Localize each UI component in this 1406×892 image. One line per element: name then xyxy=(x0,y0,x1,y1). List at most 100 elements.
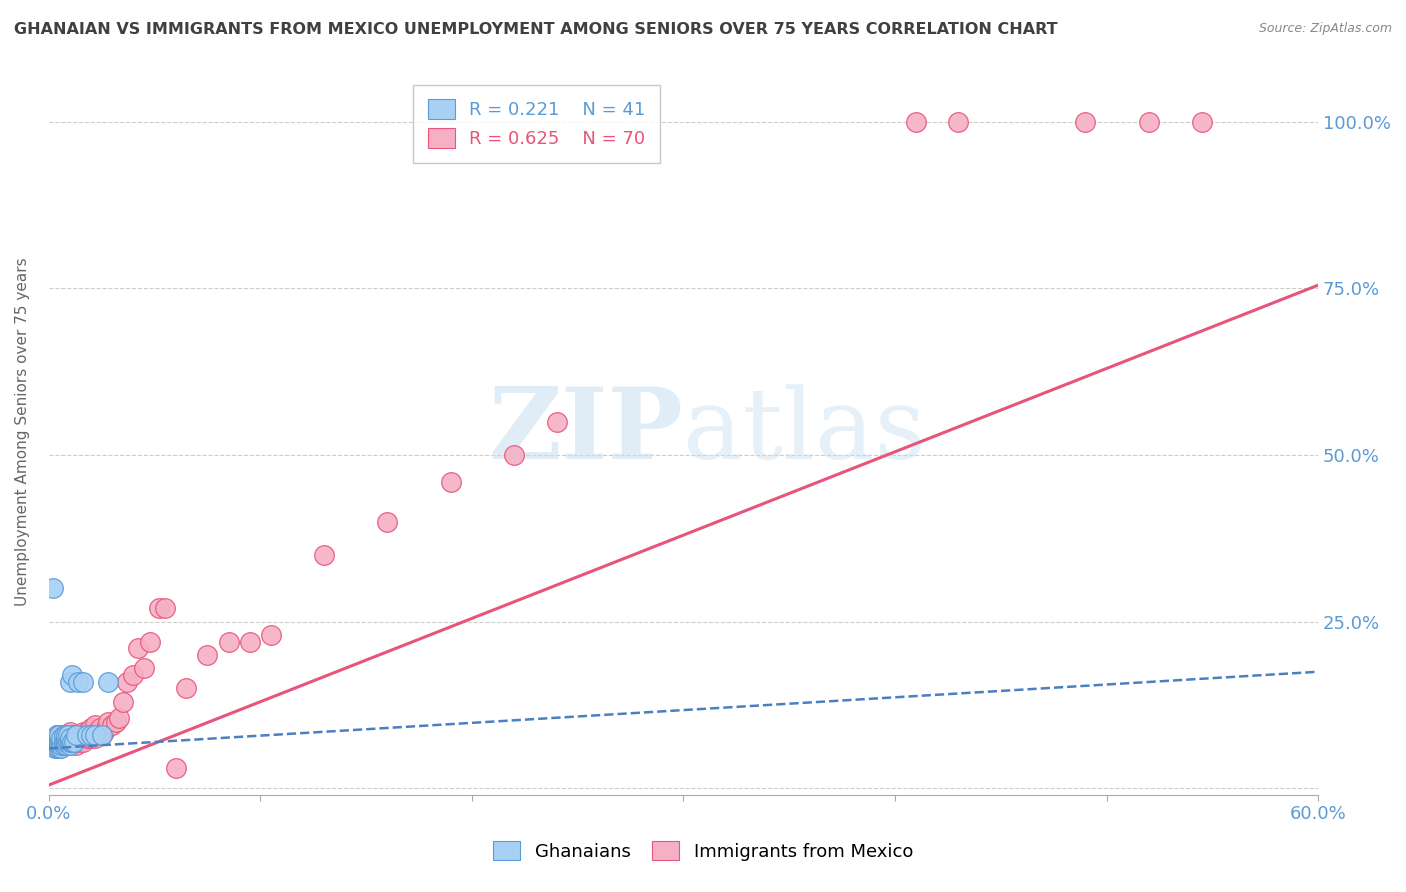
Point xyxy=(56,735,79,749)
Point xyxy=(42,582,65,596)
Point xyxy=(72,724,94,739)
Point xyxy=(77,728,100,742)
Point xyxy=(93,724,115,739)
Point xyxy=(44,741,66,756)
Point xyxy=(94,722,117,736)
Point xyxy=(65,728,87,742)
Point xyxy=(153,601,176,615)
Legend: R = 0.221    N = 41, R = 0.625    N = 70: R = 0.221 N = 41, R = 0.625 N = 70 xyxy=(413,85,659,162)
Point xyxy=(63,728,86,742)
Point xyxy=(80,731,103,746)
Text: Source: ZipAtlas.com: Source: ZipAtlas.com xyxy=(1258,22,1392,36)
Point xyxy=(905,115,928,129)
Point xyxy=(55,738,77,752)
Point xyxy=(115,674,138,689)
Point xyxy=(59,735,82,749)
Point xyxy=(312,548,335,562)
Point xyxy=(503,448,526,462)
Point xyxy=(52,738,75,752)
Point xyxy=(56,738,79,752)
Point xyxy=(122,668,145,682)
Point xyxy=(52,731,75,746)
Point xyxy=(56,731,79,746)
Point xyxy=(218,634,240,648)
Point xyxy=(165,761,187,775)
Point xyxy=(375,515,398,529)
Point xyxy=(111,695,134,709)
Point xyxy=(97,674,120,689)
Point xyxy=(44,735,66,749)
Point xyxy=(89,722,111,736)
Point xyxy=(73,728,96,742)
Point xyxy=(52,738,75,752)
Point xyxy=(546,415,568,429)
Point xyxy=(76,724,98,739)
Text: ZIP: ZIP xyxy=(488,384,683,480)
Text: atlas: atlas xyxy=(683,384,927,480)
Point xyxy=(67,735,90,749)
Point xyxy=(55,738,77,752)
Point xyxy=(105,714,128,729)
Point xyxy=(80,722,103,736)
Point xyxy=(46,728,69,742)
Point xyxy=(60,668,83,682)
Text: GHANAIAN VS IMMIGRANTS FROM MEXICO UNEMPLOYMENT AMONG SENIORS OVER 75 YEARS CORR: GHANAIAN VS IMMIGRANTS FROM MEXICO UNEMP… xyxy=(14,22,1057,37)
Point xyxy=(48,741,70,756)
Point xyxy=(90,728,112,742)
Point xyxy=(46,735,69,749)
Point xyxy=(139,634,162,648)
Point xyxy=(69,731,91,746)
Point xyxy=(51,741,73,756)
Point xyxy=(948,115,970,129)
Point xyxy=(127,641,149,656)
Point xyxy=(52,728,75,742)
Point xyxy=(86,724,108,739)
Point xyxy=(72,735,94,749)
Point xyxy=(59,738,82,752)
Point xyxy=(440,475,463,489)
Legend: Ghanaians, Immigrants from Mexico: Ghanaians, Immigrants from Mexico xyxy=(484,831,922,870)
Point xyxy=(67,674,90,689)
Point xyxy=(59,731,82,746)
Point xyxy=(101,718,124,732)
Point xyxy=(72,674,94,689)
Point xyxy=(1074,115,1097,129)
Point xyxy=(46,735,69,749)
Point xyxy=(63,735,86,749)
Point xyxy=(132,661,155,675)
Point xyxy=(260,628,283,642)
Point xyxy=(239,634,262,648)
Point xyxy=(84,731,107,746)
Point xyxy=(84,728,107,742)
Point xyxy=(63,735,86,749)
Point xyxy=(60,735,83,749)
Point xyxy=(46,741,69,756)
Point xyxy=(82,724,104,739)
Point xyxy=(174,681,197,696)
Point xyxy=(55,735,77,749)
Point xyxy=(55,731,77,746)
Point xyxy=(84,718,107,732)
Point xyxy=(67,728,90,742)
Point xyxy=(51,731,73,746)
Point xyxy=(1191,115,1213,129)
Point xyxy=(42,735,65,749)
Point xyxy=(148,601,170,615)
Point xyxy=(44,735,66,749)
Point xyxy=(97,714,120,729)
Point xyxy=(1137,115,1160,129)
Point xyxy=(59,731,82,746)
Point xyxy=(48,738,70,752)
Point xyxy=(80,728,103,742)
Point xyxy=(56,728,79,742)
Point xyxy=(48,735,70,749)
Point xyxy=(46,728,69,742)
Point xyxy=(76,728,98,742)
Point xyxy=(52,731,75,746)
Point xyxy=(107,711,129,725)
Point xyxy=(197,648,219,662)
Point xyxy=(51,735,73,749)
Point xyxy=(48,741,70,756)
Point xyxy=(59,674,82,689)
Point xyxy=(48,735,70,749)
